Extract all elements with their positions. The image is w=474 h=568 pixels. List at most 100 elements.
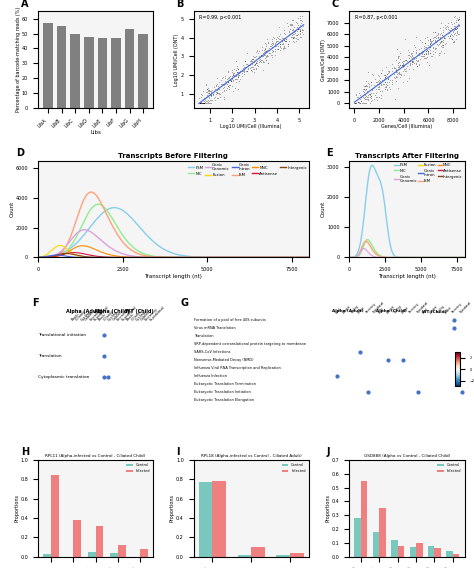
Point [240, 66, 247, 75]
Text: Ciliated: Ciliated [102, 310, 115, 322]
Point [422, 50, 429, 59]
Point [290, 34, 298, 43]
Point [207, 98, 215, 107]
Point [445, 34, 453, 43]
Point [368, 95, 376, 105]
Point [371, 94, 378, 103]
Point [257, 51, 264, 60]
Text: Suprabasal: Suprabasal [416, 301, 429, 315]
Point [362, 92, 370, 101]
Point [283, 34, 290, 43]
Point [236, 70, 243, 80]
X-axis label: Genes/Cell (Illumina): Genes/Cell (Illumina) [381, 124, 432, 129]
Point [386, 76, 394, 85]
Bar [428, 546, 435, 557]
Point [205, 97, 212, 106]
FSM [358, 236, 364, 243]
Point [410, 53, 418, 62]
ISM [63, 244, 68, 250]
Point [395, 61, 403, 70]
Genic
Genomic [63, 243, 68, 250]
Point [395, 62, 402, 72]
Antisense [155, 254, 160, 261]
Bar [361, 481, 367, 557]
Point [266, 41, 274, 51]
Point [409, 57, 416, 66]
Point [234, 70, 242, 80]
NIC [358, 249, 364, 256]
FSM [346, 254, 352, 261]
Point [363, 81, 371, 90]
Point [452, 24, 460, 34]
Bar [379, 508, 386, 557]
Point [263, 51, 271, 60]
Point [362, 99, 370, 108]
Point [352, 99, 360, 108]
Point [255, 56, 262, 65]
Point [260, 57, 268, 66]
Point [296, 26, 304, 35]
Point [448, 31, 456, 40]
Text: Suprabasal: Suprabasal [149, 306, 165, 322]
Point [264, 59, 272, 68]
Point [212, 87, 219, 97]
Point [219, 87, 226, 97]
Title: RPL11 (Alpha-infected vs Control - Ciliated Child): RPL11 (Alpha-infected vs Control - Cilia… [46, 454, 146, 458]
Intergenic [221, 254, 227, 261]
Point [447, 31, 454, 40]
Point [370, 82, 378, 91]
Point [378, 76, 385, 85]
Point [231, 72, 238, 81]
Point [219, 83, 227, 93]
Point [292, 34, 300, 43]
Point [357, 97, 365, 106]
Point [225, 81, 232, 90]
Point [236, 76, 243, 85]
Point [418, 37, 425, 47]
Fusion [221, 254, 227, 261]
Point [299, 25, 306, 34]
Point [391, 74, 399, 83]
Text: Influenza Viral RNA Transcription and Replication: Influenza Viral RNA Transcription and Re… [193, 366, 280, 370]
Point [397, 70, 404, 79]
Point [297, 26, 304, 35]
Point [384, 66, 392, 75]
Genic
Intron [221, 254, 227, 261]
Point [454, 15, 462, 24]
Point [290, 29, 298, 38]
Point [286, 20, 294, 29]
Point [268, 35, 276, 44]
Point [426, 35, 434, 44]
Point [247, 65, 255, 74]
Point [271, 47, 279, 56]
Point [455, 21, 463, 30]
Point [228, 74, 236, 83]
Point [376, 86, 383, 95]
Point [225, 73, 232, 82]
Point [253, 57, 260, 66]
Point [227, 81, 234, 90]
Point [354, 93, 362, 102]
Point [230, 64, 238, 73]
NIC [346, 254, 352, 261]
Text: Suprabasal: Suprabasal [93, 306, 110, 322]
Point [419, 51, 427, 60]
Point [272, 41, 279, 51]
Point [213, 89, 221, 98]
Point [225, 73, 232, 82]
Point [278, 40, 285, 49]
X-axis label: Log10 UMI/Cell (Illumina): Log10 UMI/Cell (Illumina) [220, 124, 282, 129]
Point [380, 80, 387, 89]
ISM [221, 254, 227, 261]
Text: Goblet: Goblet [84, 311, 95, 322]
Text: Ciliated: Ciliated [75, 310, 87, 322]
Point [364, 94, 371, 103]
Point [442, 39, 450, 48]
Point [261, 48, 269, 57]
Point [358, 99, 366, 108]
Bar [435, 548, 441, 557]
ISM [358, 246, 364, 253]
Point [397, 49, 404, 58]
Point [203, 90, 210, 99]
Genic
Genomic [221, 254, 227, 261]
